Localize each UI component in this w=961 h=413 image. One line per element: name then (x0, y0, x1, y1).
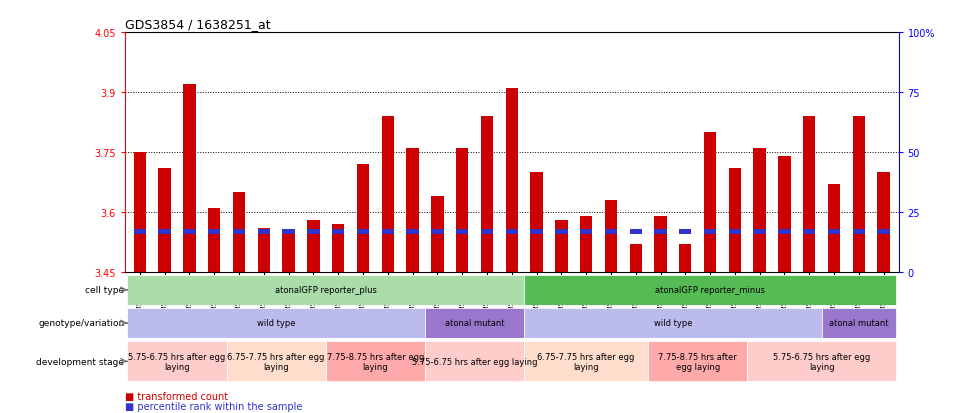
Bar (654, 230, 667, 235)
Bar (456, 230, 468, 235)
Bar (524, 275, 896, 305)
Text: 7.75-8.75 hrs after egg
laying: 7.75-8.75 hrs after egg laying (327, 352, 424, 371)
Bar (480, 230, 493, 235)
Bar (425, 308, 524, 338)
Bar (184, 230, 196, 235)
Bar (530, 173, 543, 273)
Bar (679, 244, 692, 273)
Bar (703, 230, 716, 235)
Bar (524, 342, 648, 381)
Bar (555, 221, 568, 273)
Bar (431, 230, 444, 235)
Bar (332, 225, 344, 273)
Bar (128, 342, 227, 381)
Bar (258, 230, 270, 235)
Bar (456, 149, 468, 273)
Text: 5.75-6.75 hrs after egg laying: 5.75-6.75 hrs after egg laying (412, 357, 537, 366)
Bar (227, 342, 326, 381)
Bar (679, 230, 692, 235)
Bar (852, 117, 865, 273)
Bar (654, 217, 667, 273)
Bar (425, 342, 524, 381)
Bar (555, 230, 568, 235)
Bar (524, 308, 822, 338)
Bar (431, 197, 444, 273)
Bar (877, 230, 890, 235)
Bar (357, 165, 369, 273)
Bar (753, 230, 766, 235)
Bar (629, 230, 642, 235)
Text: 6.75-7.75 hrs after egg
laying: 6.75-7.75 hrs after egg laying (537, 352, 635, 371)
Text: atonalGFP reporter_minus: atonalGFP reporter_minus (655, 286, 765, 294)
Bar (382, 230, 394, 235)
Bar (827, 230, 840, 235)
Bar (128, 308, 425, 338)
Bar (184, 85, 196, 273)
Bar (822, 308, 896, 338)
Bar (803, 230, 816, 235)
Text: 5.75-6.75 hrs after egg
laying: 5.75-6.75 hrs after egg laying (129, 352, 226, 371)
Bar (803, 117, 816, 273)
Text: atonal mutant: atonal mutant (829, 319, 889, 328)
Bar (629, 244, 642, 273)
Text: wild type: wild type (653, 319, 692, 328)
Text: ■ transformed count: ■ transformed count (125, 391, 228, 401)
Bar (703, 133, 716, 273)
Bar (753, 149, 766, 273)
Text: 5.75-6.75 hrs after egg
laying: 5.75-6.75 hrs after egg laying (773, 352, 871, 371)
Bar (128, 275, 524, 305)
Bar (530, 230, 543, 235)
Bar (308, 230, 320, 235)
Bar (233, 230, 245, 235)
Bar (505, 89, 518, 273)
Bar (134, 153, 146, 273)
Text: 7.75-8.75 hrs after
egg laying: 7.75-8.75 hrs after egg laying (658, 352, 737, 371)
Bar (604, 230, 617, 235)
Bar (407, 230, 419, 235)
Bar (728, 230, 741, 235)
Bar (208, 230, 220, 235)
Bar (258, 229, 270, 273)
Bar (332, 230, 344, 235)
Bar (604, 201, 617, 273)
Text: wild type: wild type (257, 319, 295, 328)
Bar (748, 342, 896, 381)
Text: genotype/variation: genotype/variation (38, 319, 124, 328)
Text: GDS3854 / 1638251_at: GDS3854 / 1638251_at (125, 17, 271, 31)
Bar (283, 230, 295, 235)
Bar (159, 230, 171, 235)
Text: 6.75-7.75 hrs after egg
laying: 6.75-7.75 hrs after egg laying (228, 352, 325, 371)
Text: atonalGFP reporter_plus: atonalGFP reporter_plus (275, 286, 377, 294)
Bar (877, 173, 890, 273)
Bar (159, 169, 171, 273)
Bar (579, 230, 592, 235)
Bar (827, 185, 840, 273)
Bar (505, 230, 518, 235)
Bar (283, 233, 295, 273)
Bar (728, 169, 741, 273)
Bar (579, 217, 592, 273)
Bar (357, 230, 369, 235)
Text: development stage: development stage (37, 357, 124, 366)
Bar (778, 157, 791, 273)
Bar (382, 117, 394, 273)
Bar (134, 230, 146, 235)
Bar (648, 342, 748, 381)
Text: cell type: cell type (86, 286, 124, 294)
Bar (480, 117, 493, 273)
Text: atonal mutant: atonal mutant (445, 319, 505, 328)
Bar (208, 209, 220, 273)
Bar (233, 193, 245, 273)
Bar (407, 149, 419, 273)
Text: ■ percentile rank within the sample: ■ percentile rank within the sample (125, 401, 303, 411)
Bar (326, 342, 425, 381)
Bar (308, 221, 320, 273)
Bar (778, 230, 791, 235)
Bar (852, 230, 865, 235)
